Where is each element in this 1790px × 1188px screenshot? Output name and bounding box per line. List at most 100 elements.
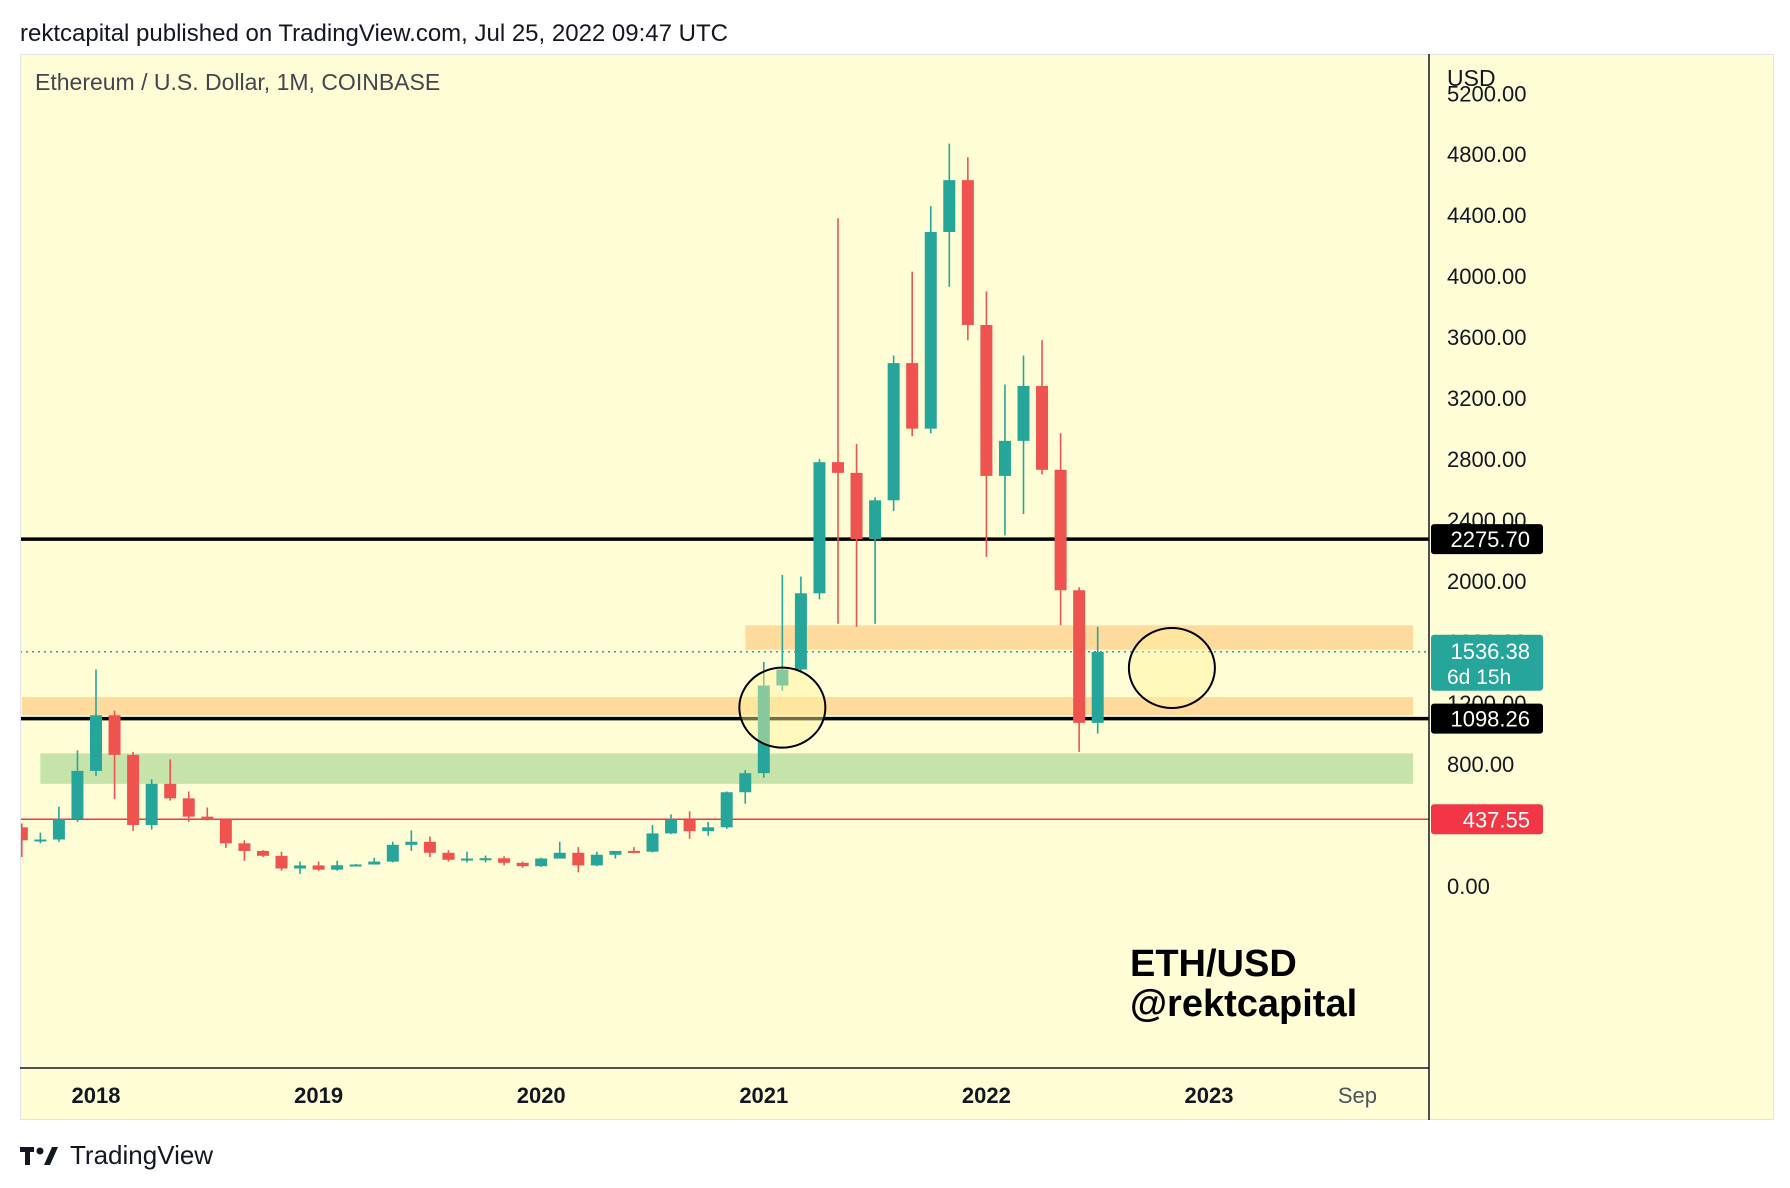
plot-background [20, 54, 1774, 1120]
current-price-text: 1536.38 [1450, 639, 1530, 664]
candle-body [71, 770, 84, 819]
candle-body [609, 850, 622, 855]
countdown-text: 6d 15h [1447, 666, 1511, 689]
price-label-text: 1098.26 [1450, 707, 1530, 732]
candle-body [275, 855, 288, 869]
candle-2019-04 [368, 857, 381, 865]
highlight-circle-1 [738, 666, 827, 749]
tradingview-brand: TradingView [70, 1140, 214, 1170]
candle-2021-10 [924, 206, 937, 434]
x-tick-label: Sep [1338, 1083, 1377, 1108]
x-tick-label: 2022 [962, 1083, 1011, 1108]
candle-body [256, 850, 269, 856]
candle-body [590, 854, 603, 866]
candle-body [776, 669, 789, 686]
candle-2020-04 [590, 851, 603, 867]
price-label-black: 2275.70 [1431, 524, 1543, 555]
candle-body [924, 231, 937, 429]
tradingview-logo[interactable]: TradingView [20, 1140, 213, 1171]
candle-body [423, 841, 436, 853]
candle-body [479, 858, 492, 861]
candle-body [20, 827, 28, 841]
y-tick-label: 3200.00 [1447, 386, 1527, 411]
candle-2018-12 [294, 861, 307, 874]
candle-2021-09 [906, 271, 919, 437]
price-label-black: 1098.26 [1431, 703, 1543, 734]
y-tick-label: 0.00 [1447, 874, 1490, 899]
candle-body [349, 864, 362, 867]
candle-2019-01 [312, 861, 325, 871]
candle-2018-03 [127, 751, 140, 832]
candle-body [368, 861, 381, 865]
candle-2020-09 [683, 811, 696, 839]
tradingview-logo-icon [20, 1146, 58, 1165]
y-tick-label: 4000.00 [1447, 264, 1527, 289]
price-label-text: 437.55 [1463, 807, 1530, 832]
candle-2021-08 [887, 355, 900, 511]
candle-2022-01 [980, 291, 993, 557]
y-tick-label: 3600.00 [1447, 325, 1527, 350]
candle-2021-02 [776, 575, 789, 691]
chart-title: Ethereum / U.S. Dollar, 1M, COINBASE [35, 69, 440, 95]
candle-body [906, 363, 919, 429]
candle-body [702, 827, 715, 832]
chart-container[interactable]: 0.00800.001200.001600.002000.002400.0028… [20, 54, 1774, 1120]
candle-2020-11 [720, 791, 733, 829]
candle-2022-06 [1073, 587, 1086, 752]
eth-usd-candlestick-chart[interactable]: 0.00800.001200.001600.002000.002400.0028… [20, 54, 1774, 1120]
currency-label: USD [1447, 65, 1496, 91]
candle-body [980, 324, 993, 476]
candle-2019-12 [516, 861, 529, 868]
candle-2019-10 [479, 855, 492, 863]
price-label-bg [1431, 524, 1543, 555]
candle-2020-07 [646, 825, 659, 853]
candle-2018-10 [256, 850, 269, 858]
price-label-bg [1431, 703, 1543, 734]
candle-body [646, 833, 659, 852]
candle-2017-11 [52, 806, 65, 842]
candle-body [739, 773, 752, 793]
candle-2022-03 [1017, 355, 1030, 515]
watermark-pair: ETH/USD [1130, 943, 1297, 985]
candle-body [961, 180, 974, 325]
candle-2018-08 [219, 819, 232, 848]
candle-2018-07 [201, 807, 214, 821]
candle-body [794, 593, 807, 670]
candle-2020-08 [665, 814, 678, 835]
orange-zone [22, 696, 1414, 716]
candle-2017-09 [20, 823, 28, 858]
candle-body [461, 858, 473, 861]
candle-body [90, 715, 102, 771]
candle-body [52, 818, 65, 840]
x-tick-label: 2021 [739, 1083, 788, 1108]
candle-2019-09 [461, 851, 473, 863]
x-tick-label: 2020 [517, 1083, 566, 1108]
candle-body [535, 858, 548, 867]
candle-2019-08 [442, 850, 455, 862]
candle-body [201, 816, 214, 820]
chart-frame [20, 54, 1774, 1120]
candle-2021-01 [757, 661, 770, 778]
candle-2021-06 [850, 443, 863, 627]
candle-body [813, 462, 826, 594]
candle-2020-05 [609, 850, 622, 859]
candle-2022-04 [1036, 340, 1049, 475]
candle-body [182, 798, 195, 817]
price-label-red: 437.55 [1431, 804, 1543, 835]
candle-body [665, 819, 678, 834]
candle-2019-02 [331, 860, 344, 871]
candle-2019-11 [498, 856, 511, 866]
candle-2020-12 [739, 770, 752, 804]
candle-body [405, 841, 418, 845]
candle-body [498, 858, 511, 863]
candle-2020-03 [572, 847, 585, 873]
green-zone [40, 753, 1414, 784]
candle-body [572, 852, 585, 866]
candle-2020-10 [702, 821, 715, 836]
candle-2022-05 [1054, 433, 1067, 626]
y-tick-label: 4400.00 [1447, 203, 1527, 228]
candle-body [294, 865, 307, 869]
candle-2021-04 [813, 459, 826, 600]
candle-body [627, 850, 640, 853]
